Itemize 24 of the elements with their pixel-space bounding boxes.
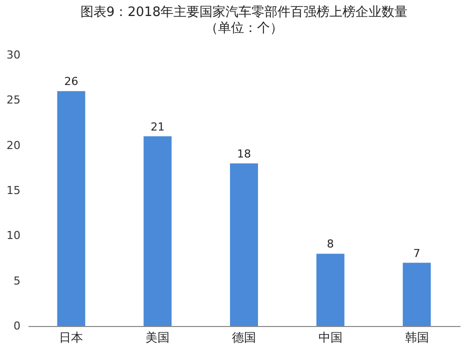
- data-label: 8: [326, 238, 334, 251]
- y-tick-label: 30: [6, 48, 20, 62]
- data-label: 21: [150, 120, 165, 134]
- x-tick-label: 韩国: [404, 330, 429, 344]
- bar: [57, 91, 86, 326]
- bar: [402, 262, 431, 326]
- data-label: 18: [237, 147, 251, 160]
- bar: [144, 136, 172, 326]
- bar: [230, 163, 258, 326]
- y-tick-label: 5: [14, 274, 20, 288]
- data-label: 7: [413, 246, 420, 260]
- y-tick-label: 25: [6, 94, 20, 107]
- y-tick-label: 15: [6, 184, 20, 197]
- data-label: 26: [64, 75, 78, 88]
- y-tick-label: 20: [6, 138, 20, 152]
- x-tick-label: 美国: [146, 330, 170, 344]
- x-tick-label: 中国: [318, 330, 342, 344]
- x-tick-label: 日本: [59, 330, 84, 344]
- y-tick-label: 0: [14, 320, 20, 332]
- chart-subtitle: （单位：个）: [205, 21, 283, 36]
- x-tick-label: 德国: [232, 330, 256, 344]
- y-tick-label: 10: [6, 229, 20, 242]
- chart-title: 图表9：2018年主要国家汽车零部件百强榜上榜企业数量: [80, 4, 408, 20]
- bar: [316, 254, 344, 326]
